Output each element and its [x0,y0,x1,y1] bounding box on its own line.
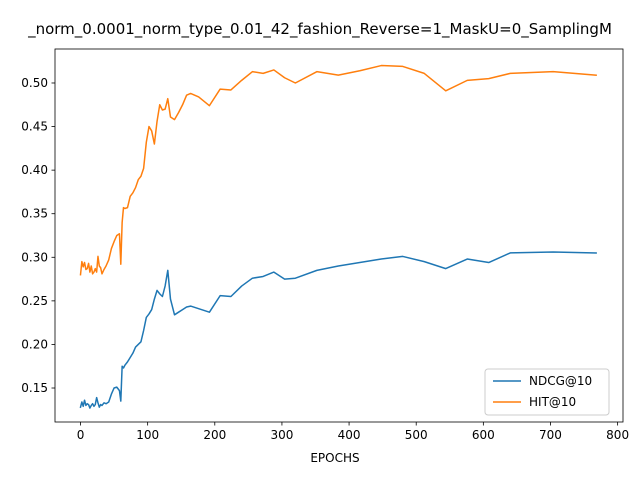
y-tick-label: 0.40 [21,163,48,177]
x-tick-label: 400 [338,428,361,442]
x-tick-label: 500 [405,428,428,442]
y-tick-label: 0.25 [21,294,48,308]
axes-layer: 0 100 200 300 400 500 600 700 800 0.15 0.20 0.25 0.3… [21,48,629,442]
y-tick-label: 0.35 [21,207,48,221]
series-line-hit10 [79,64,597,276]
series-layer [79,64,597,409]
y-tick-label: 0.50 [21,76,48,90]
chart-title: _norm_0.0001_norm_type_0.01_42_fashion_R… [27,20,612,39]
x-axis-label: EPOCHS [310,451,359,465]
x-tick-label: 700 [539,428,562,442]
legend-label-ndcg: NDCG@10 [529,374,592,388]
y-tick-label: 0.15 [21,381,48,395]
x-tick-label: 600 [472,428,495,442]
x-tick-label: 800 [606,428,629,442]
legend-label-hit: HIT@10 [529,395,576,409]
y-tick-label: 0.30 [21,250,48,264]
series-line-ndcg10 [79,251,597,409]
y-tick-label: 0.45 [21,120,48,134]
x-tick-label: 0 [77,428,85,442]
y-tick-label: 0.20 [21,337,48,351]
plot-frame [54,48,624,423]
x-tick-label: 200 [203,428,226,442]
x-tick-label: 100 [136,428,159,442]
x-tick-label: 300 [270,428,293,442]
legend: NDCG@10 HIT@10 [484,368,610,416]
